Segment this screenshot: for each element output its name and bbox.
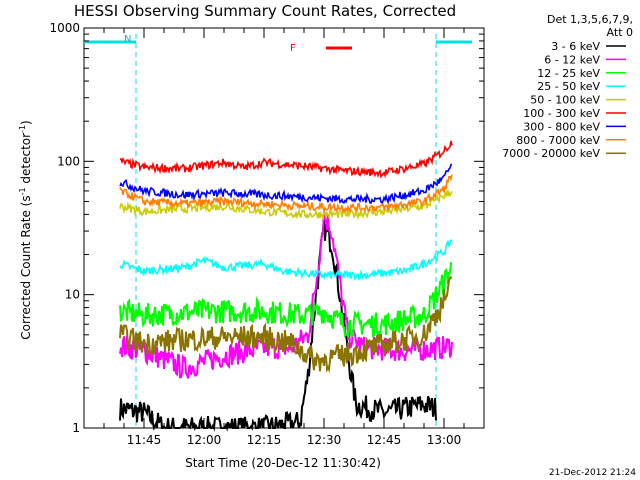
series-line-9 <box>119 276 453 374</box>
plot-area: 1 10 100 1000 11:45 12:00 12:15 12:30 12:45 13:0… <box>49 21 485 447</box>
legend-label: 100 - 300 keV <box>523 107 600 120</box>
series-lines <box>119 140 453 432</box>
legend-label: 300 - 800 keV <box>523 120 600 133</box>
x-tick-label: 12:00 <box>187 433 222 447</box>
legend-label: 800 - 7000 keV <box>516 134 600 147</box>
x-axis-ticks: 11:45 12:00 12:15 12:30 12:45 13:00 <box>103 28 465 447</box>
legend-label: 3 - 6 keV <box>551 40 600 53</box>
series-line-1 <box>119 216 437 432</box>
x-axis-label: Start Time (20-Dec-12 11:30:42) <box>185 456 381 470</box>
y-label-main: Corrected Count Rate (s <box>19 195 33 339</box>
x-tick-label: 13:00 <box>427 433 462 447</box>
series-line-6 <box>119 140 453 179</box>
plot-frame <box>83 27 485 429</box>
legend-label: 12 - 25 keV <box>537 67 600 80</box>
legend-label: 25 - 50 keV <box>537 80 600 93</box>
night-marker-label: N <box>124 34 131 45</box>
generation-timestamp: 21-Dec-2012 21:24 <box>549 468 636 478</box>
x-tick-label: 11:45 <box>127 433 162 447</box>
y-tick-label: 1000 <box>49 21 80 35</box>
series-line-3 <box>119 261 453 339</box>
y-axis-ticks: 1 10 100 1000 <box>49 21 484 435</box>
y-label-sup1: -1 <box>18 187 27 195</box>
legend-label: 6 - 12 keV <box>544 53 600 66</box>
y-label-mid: detector <box>19 133 33 188</box>
y-tick-label: 1 <box>72 421 80 435</box>
series-line-5 <box>119 188 453 221</box>
night-markers <box>84 34 472 428</box>
flare-marker-label: F <box>290 43 296 54</box>
legend-header-detectors: Det 1,3,5,6,7,9, <box>547 13 633 26</box>
chart-title: HESSI Observing Summary Count Rates, Cor… <box>74 2 456 20</box>
y-tick-label: 100 <box>57 154 80 168</box>
legend-label: 7000 - 20000 keV <box>502 147 600 160</box>
y-tick-label: 10 <box>65 288 80 302</box>
series-line-8 <box>119 174 453 214</box>
x-tick-label: 12:15 <box>247 433 282 447</box>
series-line-4 <box>119 239 453 281</box>
x-tick-label: 12:30 <box>307 433 342 447</box>
legend-label: 50 - 100 keV <box>530 94 600 107</box>
series-line-7 <box>119 163 453 205</box>
x-tick-label: 12:45 <box>367 433 402 447</box>
legend-header-attenuator: Att 0 <box>607 26 633 39</box>
y-label-sup2: -1 <box>18 125 27 133</box>
series-line-2 <box>119 211 453 379</box>
y-axis-label: Corrected Count Rate (s-1 detector-1) <box>18 120 33 339</box>
y-label-end: ) <box>19 120 33 125</box>
